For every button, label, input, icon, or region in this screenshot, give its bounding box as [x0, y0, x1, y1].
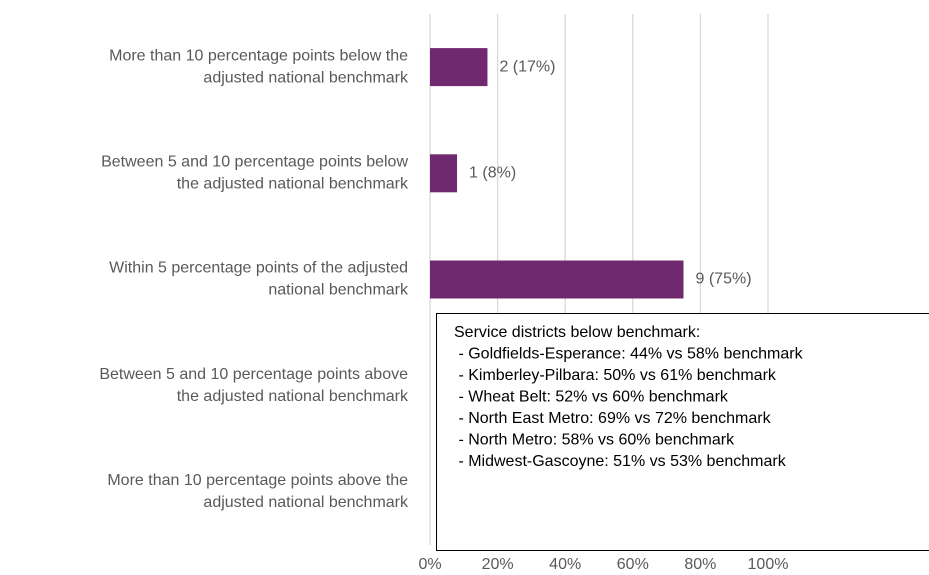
annotation-line: - Kimberley-Pilbara: 50% vs 61% benchmar…	[454, 367, 777, 384]
x-tick-label: 40%	[549, 556, 581, 573]
x-tick-label: 20%	[482, 556, 514, 573]
data-label: 1 (8%)	[469, 165, 516, 182]
bar	[430, 48, 488, 87]
annotation-box: Service districts below benchmark: - Gol…	[436, 313, 929, 551]
x-tick-label: 80%	[684, 556, 716, 573]
bar	[430, 260, 684, 299]
y-tick-label: More than 10 percentage points above the	[107, 472, 408, 489]
data-label: 2 (17%)	[499, 58, 555, 75]
y-tick-label: national benchmark	[268, 282, 409, 299]
y-tick-label: the adjusted national benchmark	[177, 176, 409, 193]
annotation-line: Service districts below benchmark:	[454, 324, 700, 341]
annotation-line: - North East Metro: 69% vs 72% benchmark	[454, 410, 772, 427]
annotation-line: - North Metro: 58% vs 60% benchmark	[454, 432, 735, 449]
bar	[430, 154, 458, 193]
x-tick-label: 100%	[748, 556, 789, 573]
y-tick-label: adjusted national benchmark	[203, 69, 409, 86]
annotation-line: - Wheat Belt: 52% vs 60% benchmark	[454, 389, 729, 406]
y-tick-label: More than 10 percentage points below the	[109, 47, 408, 64]
x-tick-label: 60%	[617, 556, 649, 573]
data-label: 9 (75%)	[696, 271, 752, 288]
y-tick-label: Within 5 percentage points of the adjust…	[109, 260, 408, 277]
y-tick-label: Between 5 and 10 percentage points below	[101, 154, 408, 171]
y-tick-label: adjusted national benchmark	[203, 494, 409, 511]
y-tick-label: the adjusted national benchmark	[177, 388, 409, 405]
annotation-line: - Goldfields-Esperance: 44% vs 58% bench…	[454, 346, 804, 363]
annotation-frame	[436, 313, 929, 551]
annotation-line: - Midwest-Gascoyne: 51% vs 53% benchmark	[454, 453, 787, 470]
x-tick-label: 0%	[418, 556, 441, 573]
y-tick-label: Between 5 and 10 percentage points above	[99, 366, 408, 383]
